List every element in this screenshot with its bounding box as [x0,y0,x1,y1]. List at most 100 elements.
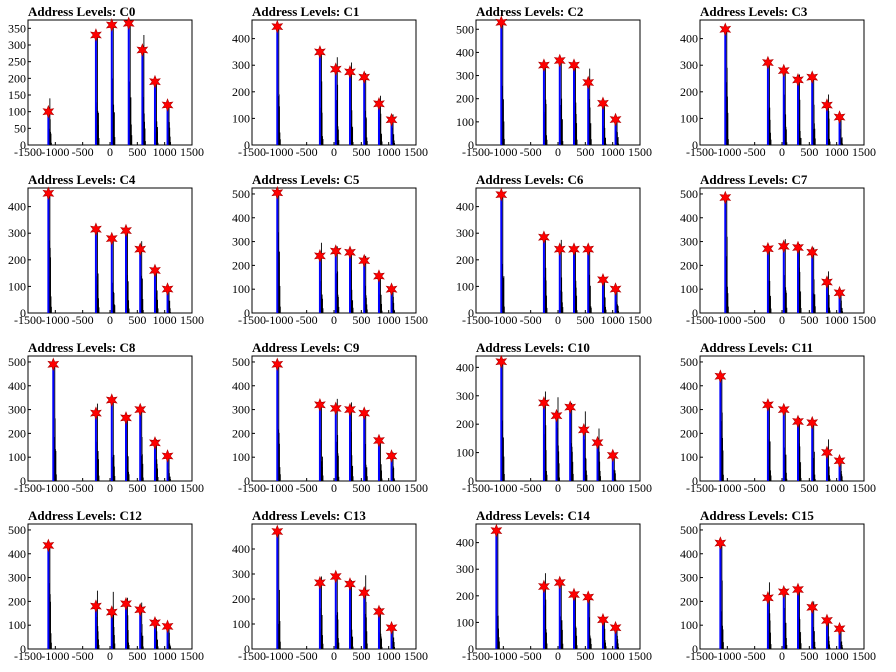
peak-marker [762,590,774,605]
peak-marker [373,269,385,283]
chart-panel: Address Levels: C4 0 100 200 300 400 -1500 -100… [0,168,224,336]
x-tick-label: -500 [296,481,318,495]
chart-title: Address Levels: C12 [28,508,142,523]
peak-marker [538,58,550,72]
peak-marker [134,242,147,256]
chart-title: Address Levels: C11 [700,340,814,355]
x-tick-label: 1000 [153,145,177,159]
chart-title: Address Levels: C13 [252,508,366,523]
peak-marker [833,285,846,300]
y-tick-label: 100 [8,279,26,293]
y-tick-label: 200 [232,426,250,440]
chart-title: Address Levels: C15 [700,508,814,523]
chart-plot: 0 100 200 300 400 -1500 -1000 -500 0 500 1000 1500 [8,186,204,327]
y-tick-label: 200 [456,92,474,106]
chart-panel: Address Levels: C3 0 100 200 300 400 -1500 -100… [672,0,896,168]
y-tick-label: 50 [14,121,26,135]
peak-marker [120,223,132,238]
y-tick-label: 300 [232,235,250,249]
y-tick-label: 400 [680,211,698,225]
x-tick-label: 500 [576,481,594,495]
y-tick-label: 100 [232,111,250,125]
x-tick-label: 0 [779,649,785,663]
peak-marker [553,242,566,256]
x-tick-label: 1500 [404,313,428,327]
chart-title: Address Levels: C9 [252,340,360,355]
y-tick-label: 300 [232,403,250,417]
x-tick-label: 500 [128,481,146,495]
x-tick-label: -1000 [265,145,293,159]
x-tick-label: -1000 [489,481,517,495]
peak-marker [538,396,550,410]
y-tick-label: 100 [456,115,474,129]
peak-marker [161,98,174,112]
x-tick-label: 0 [331,313,337,327]
y-tick-label: 0 [244,474,250,488]
peak-marker [385,112,398,127]
peak-marker [271,524,284,539]
peak-marker [806,70,819,85]
peak-marker [609,112,622,127]
peak-marker [762,241,774,256]
x-tick-label: -1500 [238,481,266,495]
y-tick-label: 0 [244,138,250,152]
x-tick-label: -1000 [41,145,69,159]
peak-marker [120,411,132,425]
chart-plot: 0 100 200 300 400 -1500 -1000 -500 0 500 1000 1500 [456,523,652,663]
x-tick-label: 1000 [825,145,849,159]
peak-marker [553,575,566,590]
x-tick-label: -1000 [713,313,741,327]
peak-marker [777,239,790,254]
peak-marker [568,58,580,72]
x-tick-label: -1000 [713,145,741,159]
chart-plot: 0 50 100 150 200 250 300 350 -1500 -1000 -500 0 500 1… [8,16,204,159]
x-tick-label: 500 [576,649,594,663]
chart-title: Address Levels: C10 [476,340,590,355]
x-tick-label: 1500 [628,481,652,495]
chart-panel: Address Levels: C2 0 100 200 300 400 500 -1500-… [448,0,672,168]
y-tick-label: 300 [456,226,474,240]
chart-plot: 0 100 200 300 400 500 -1500 -1000 -500 0 500 1000 15… [680,523,876,663]
x-tick-label: -1500 [462,145,490,159]
y-tick-label: 0 [468,138,474,152]
y-tick-label: 300 [680,58,698,72]
y-tick-label: 0 [468,642,474,656]
x-tick-label: 500 [352,481,370,495]
y-tick-label: 300 [232,58,250,72]
peak-marker [42,538,55,553]
y-tick-label: 0 [468,474,474,488]
x-tick-label: -1500 [462,481,490,495]
peak-marker [105,231,118,246]
x-tick-label: 1500 [404,481,428,495]
peak-marker [136,43,149,57]
chart-plot: 0 100 200 300 400 -1500 -1000 -500 0 500 1000 1500 [680,19,876,159]
y-tick-label: 100 [8,105,26,119]
x-tick-label: -1500 [14,313,42,327]
peak-marker [105,605,118,619]
chart-plot: 0 100 200 300 400 -1500 -1000 -500 0 500 1000 1500 [232,19,428,159]
chart-plot: 0 100 200 300 400 500 -1500 -1000 -500 0 500 1000 15… [8,523,204,663]
peak-marker [329,244,342,258]
x-tick-label: 0 [555,145,561,159]
x-tick-label: 0 [107,313,113,327]
y-tick-label: 500 [680,355,698,369]
peak-marker [609,620,622,635]
x-tick-label: -1000 [489,649,517,663]
peak-marker [577,423,590,437]
x-tick-label: -1500 [462,649,490,663]
peak-marker [314,249,326,263]
peak-marker [597,272,609,287]
chart-title: Address Levels: C5 [252,172,360,187]
peak-marker [606,448,619,463]
peak-marker [385,282,398,297]
y-tick-label: 400 [232,211,250,225]
y-tick-label: 200 [680,594,698,608]
chart-panel: Address Levels: C6 0 100 200 300 400 -1500 -100… [448,168,672,336]
peak-marker [122,16,135,31]
x-tick-label: 1500 [852,481,876,495]
y-tick-label: 400 [8,379,26,393]
chart-title: Address Levels: C1 [252,4,360,19]
peak-marker [105,393,118,407]
chart-panel: Address Levels: C9 0 100 200 300 400 500 -1500-… [224,336,448,504]
